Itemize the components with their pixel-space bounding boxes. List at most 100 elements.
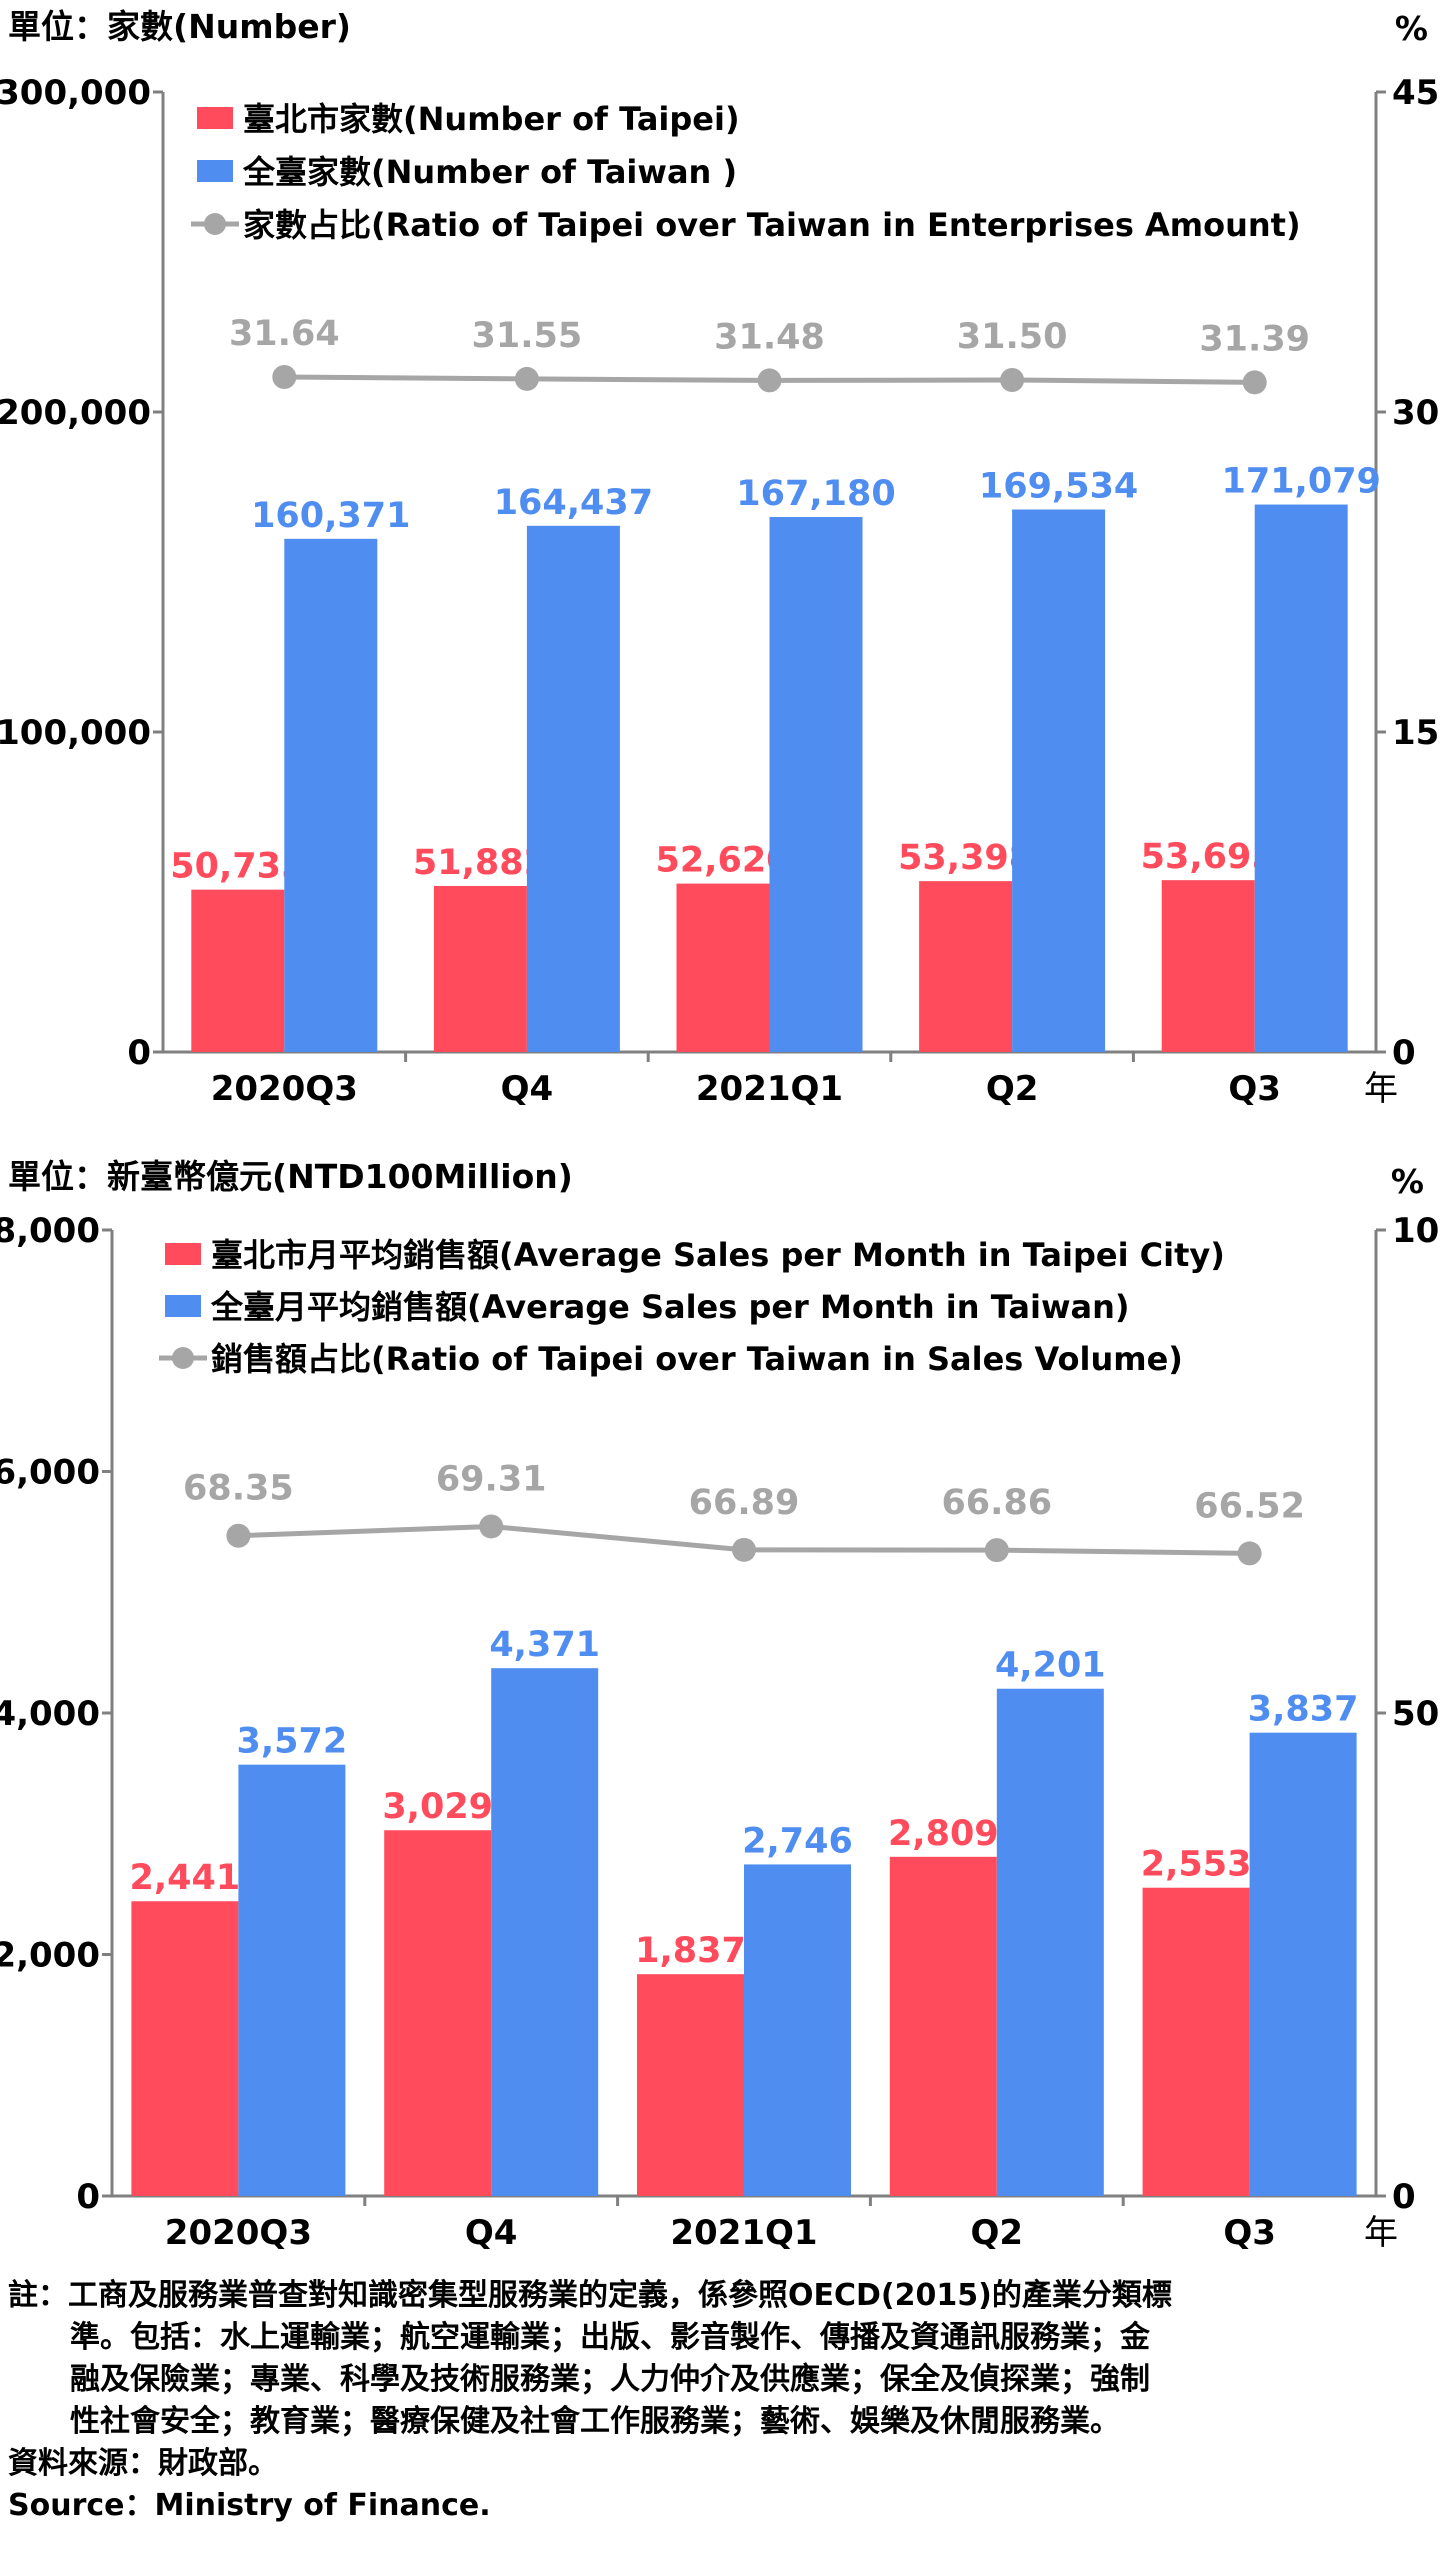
ratio-data-label: 31.48 (714, 317, 825, 357)
ratio-point (757, 368, 782, 393)
legend-swatch-marker (172, 1347, 194, 1369)
left-axis-tick-label: 200,000 (0, 393, 151, 433)
x-axis-year-mark: 年 (1364, 2213, 1398, 2253)
x-axis-category-label: 2021Q1 (670, 2213, 817, 2253)
note-line-2: 準。包括：水上運輸業；航空運輸業；出版、影音製作、傳播及資通訊服務業；金 (70, 2320, 1150, 2355)
ratio-data-label: 31.64 (229, 314, 340, 354)
ratio-point (479, 1514, 504, 1539)
data-label-taiwan: 164,437 (494, 483, 653, 523)
bar-taipei (889, 1856, 997, 2196)
bar-taiwan (238, 1764, 346, 2196)
bar-taipei (433, 885, 527, 1052)
data-label-taipei: 50,735 (170, 847, 305, 887)
data-label-taipei: 53,695 (1141, 837, 1276, 877)
data-label-taipei: 1,837 (635, 1931, 746, 1971)
ratio-data-label: 66.89 (689, 1483, 800, 1523)
bar-taipei (637, 1974, 744, 2196)
bar-taipei (384, 1830, 492, 2196)
legend-label: 臺北市家數(Number of Taipei) (243, 100, 740, 138)
data-label-taipei: 3,029 (382, 1787, 493, 1827)
right-axis-tick-label: 15 (1392, 713, 1439, 753)
data-label-taiwan: 3,572 (237, 1722, 348, 1762)
legend-label: 銷售額占比(Ratio of Taipei over Taiwan in Sal… (211, 1340, 1183, 1378)
right-axis-tick-label: 30 (1392, 393, 1439, 433)
note-line-3: 融及保險業；專業、科學及技術服務業；人力仲介及供應業；保全及偵探業；強制 (70, 2362, 1150, 2397)
data-label-taipei: 2,553 (1141, 1845, 1252, 1885)
bar-taipei (919, 881, 1013, 1052)
ratio-data-label: 68.35 (183, 1469, 294, 1509)
ratio-point (1000, 368, 1025, 392)
bar-taiwan (284, 538, 378, 1052)
x-axis-category-label: 2020Q3 (211, 1069, 358, 1109)
x-axis-category-label: Q3 (1223, 2213, 1276, 2253)
right-axis-tick-label: 50 (1392, 1694, 1439, 1734)
legend-label: 家數占比(Ratio of Taipei over Taiwan in Ente… (243, 206, 1301, 244)
left-axis-tick-label: 0 (127, 1033, 151, 1073)
data-label-taipei: 51,882 (413, 843, 548, 883)
ratio-data-label: 31.55 (472, 316, 583, 356)
legend-label: 全臺家數(Number of Taiwan ) (242, 153, 737, 191)
ratio-data-label: 31.39 (1199, 319, 1310, 359)
legend-swatch (197, 160, 233, 182)
ratio-point (272, 365, 297, 390)
legend-swatch (197, 107, 233, 129)
bar-taipei (676, 883, 770, 1052)
ratio-data-label: 66.86 (941, 1483, 1052, 1523)
x-axis-year-mark: 年 (1364, 1069, 1398, 1109)
bar-taiwan (769, 517, 863, 1052)
sales-volume-chart: 單位：新臺幣億元(NTD100Million) % 0 2,000 4,000 6,000… (0, 1157, 1440, 2253)
left-axis-tick-label: 6,000 (0, 1453, 100, 1493)
bar-taipei (191, 889, 285, 1052)
ratio-point (1242, 370, 1267, 395)
enterprise-count-chart: 單位：家數(Number) % 0 100,000 200,000 300,000 0 15 3… (0, 7, 1439, 1109)
x-axis-category-label: 2020Q3 (165, 2213, 312, 2253)
data-label-taiwan: 4,201 (995, 1646, 1106, 1686)
x-axis-category-label: Q4 (501, 1069, 554, 1109)
data-label-taiwan: 2,746 (742, 1821, 853, 1861)
bar-taiwan (1254, 504, 1348, 1052)
legend-swatch (165, 1243, 201, 1265)
data-source-zh: 資料來源：財政部。 (8, 2446, 278, 2481)
note-line-4: 性社會安全；教育業；醫療保健及社會工作服務業；藝術、娛樂及休閒服務業。 (70, 2404, 1120, 2439)
notes-block: 註：工商及服務業普查對知識密集型服務業的定義，係參照OECD(2015)的產業分… (8, 2275, 1433, 2527)
ratio-data-label: 69.31 (436, 1459, 547, 1499)
legend-label: 臺北市月平均銷售額(Average Sales per Month in Tai… (211, 1236, 1225, 1274)
x-axis-category-label: Q3 (1228, 1069, 1281, 1109)
left-axis-tick-label: 8,000 (0, 1211, 100, 1251)
data-label-taipei: 52,620 (655, 841, 790, 881)
data-label-taiwan: 169,534 (979, 466, 1138, 506)
bar-taiwan (491, 1668, 599, 2196)
data-label-taipei: 2,809 (888, 1814, 999, 1854)
data-label-taipei: 2,441 (130, 1858, 241, 1898)
right-axis-unit-label: % (1395, 9, 1428, 48)
x-axis-category-label: 2021Q1 (696, 1069, 843, 1109)
ratio-point (514, 366, 539, 391)
data-label-taiwan: 171,079 (1221, 462, 1380, 502)
x-axis-category-label: Q2 (971, 2213, 1024, 2253)
left-axis-tick-label: 300,000 (0, 73, 151, 113)
left-axis-unit-label: 單位：新臺幣億元(NTD100Million) (8, 1157, 573, 1196)
bar-taiwan (744, 1864, 851, 2196)
bar-taiwan (1249, 1732, 1357, 2196)
legend-swatch (165, 1295, 201, 1317)
x-axis-category-label: Q4 (465, 2213, 518, 2253)
note-line-1: 註：工商及服務業普查對知識密集型服務業的定義，係參照OECD(2015)的產業分… (8, 2278, 1172, 2313)
bar-taiwan (1012, 509, 1106, 1052)
legend-swatch-marker (204, 213, 226, 235)
left-axis-tick-label: 100,000 (0, 713, 151, 753)
bar-taipei (1161, 880, 1255, 1052)
ratio-point (226, 1523, 251, 1548)
right-axis-tick-label: 0 (1392, 1033, 1416, 1073)
right-axis-tick-label: 0 (1392, 2177, 1416, 2217)
bar-taiwan (526, 525, 620, 1052)
x-axis-category-label: Q2 (986, 1069, 1039, 1109)
left-axis-unit-label: 單位：家數(Number) (8, 7, 351, 46)
ratio-point (984, 1538, 1009, 1563)
data-label-taiwan: 160,371 (251, 496, 410, 536)
left-axis-tick-label: 4,000 (0, 1694, 100, 1734)
right-axis-unit-label: % (1391, 1162, 1424, 1201)
ratio-point (1237, 1541, 1262, 1566)
ratio-data-label: 66.52 (1194, 1486, 1305, 1526)
left-axis-tick-label: 0 (76, 2177, 100, 2217)
ratio-point (732, 1537, 756, 1562)
